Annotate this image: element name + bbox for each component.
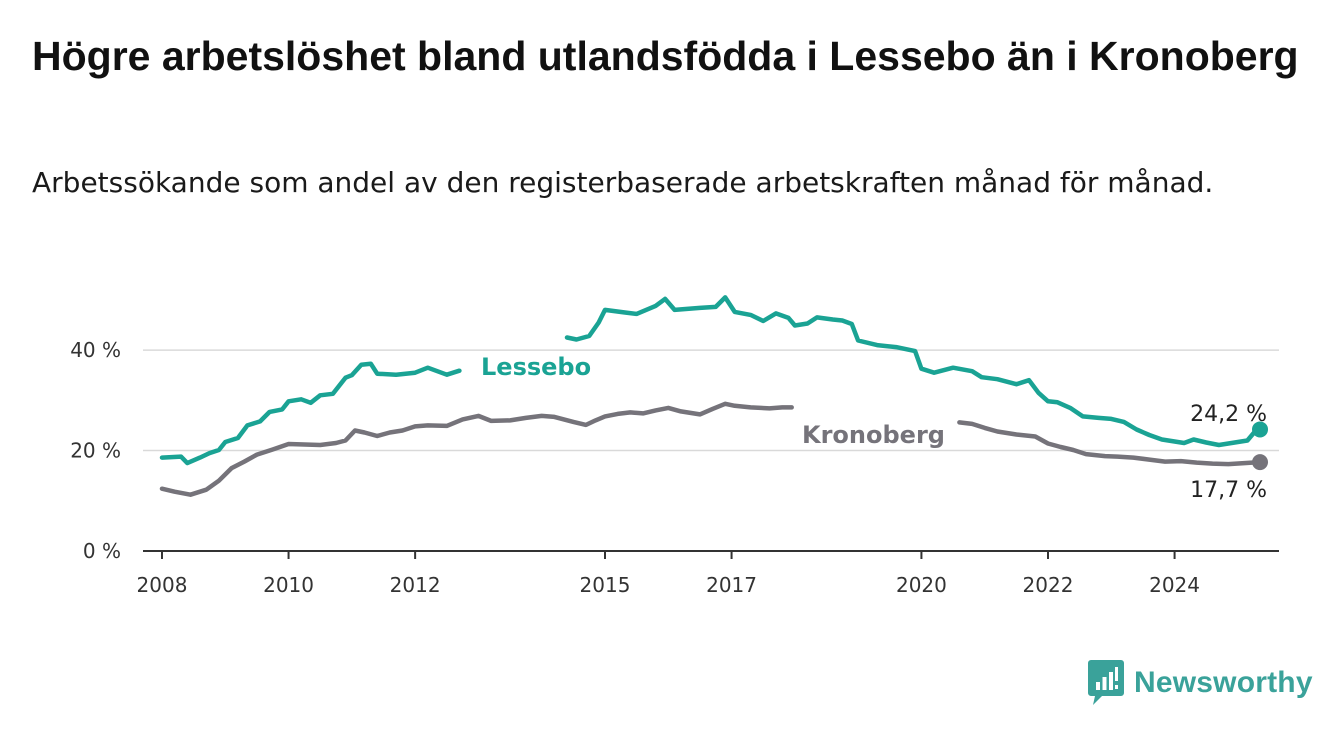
series-label-kronoberg: Kronoberg <box>802 421 945 449</box>
newsworthy-logo: Newsworthy <box>1088 660 1313 706</box>
y-tick-label: 0 % <box>83 539 121 563</box>
x-tick-label: 2017 <box>706 573 757 597</box>
x-tick-label: 2024 <box>1149 573 1200 597</box>
chart-title: Högre arbetslöshet bland utlandsfödda i … <box>32 33 1299 79</box>
grid-lines <box>143 349 1279 452</box>
x-tick-label: 2010 <box>263 573 314 597</box>
x-tick-label: 2015 <box>580 573 631 597</box>
end-label-kronoberg: 17,7 % <box>1190 478 1267 503</box>
x-tick-label: 2008 <box>137 573 188 597</box>
x-tick-label: 2022 <box>1023 573 1074 597</box>
lessebo-end-point <box>1252 421 1269 438</box>
newsworthy-wordmark: Newsworthy <box>1134 666 1313 699</box>
axes: 0 % 20 % 40 % 2008 2010 2012 2015 2017 2020 2022 2… <box>70 338 1279 597</box>
kronoberg-line <box>159 401 1263 497</box>
lessebo-line <box>159 295 1263 466</box>
newsworthy-logo-icon <box>1088 660 1124 705</box>
kronoberg-end-point <box>1252 454 1269 471</box>
series-lines <box>159 295 1269 497</box>
series-labels: Lessebo Kronoberg 24,2 % 17,7 % <box>481 353 1267 503</box>
end-label-lessebo: 24,2 % <box>1190 402 1267 427</box>
x-tick-label: 2020 <box>896 573 947 597</box>
chart-subtitle: Arbetssökande som andel av den registerb… <box>32 166 1214 199</box>
y-tick-label: 20 % <box>70 439 121 463</box>
y-tick-label: 40 % <box>70 338 121 362</box>
x-tick-label: 2012 <box>390 573 441 597</box>
series-label-lessebo: Lessebo <box>481 353 591 381</box>
